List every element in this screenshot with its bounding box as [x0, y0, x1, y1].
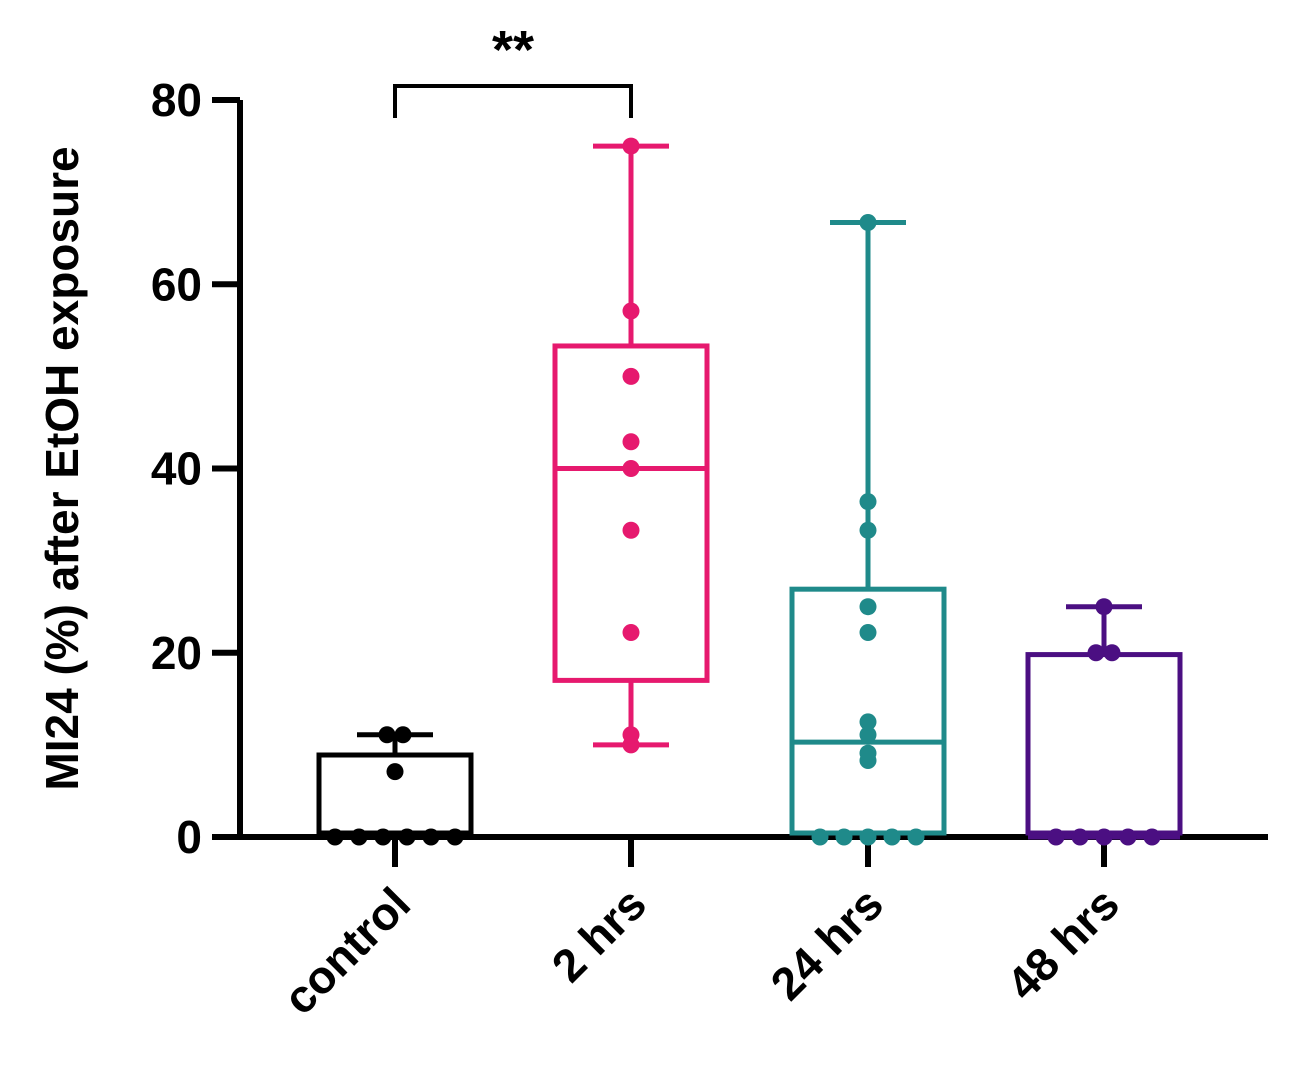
box — [316, 752, 474, 836]
box — [552, 343, 710, 683]
x-category-label: 48 hrs — [996, 877, 1129, 1010]
data-point — [622, 521, 640, 539]
data-point — [386, 763, 404, 781]
bracket-line — [393, 84, 633, 118]
data-point — [1095, 828, 1113, 846]
y-axis-title: MI24 (%) after EtOH exposure — [36, 146, 88, 790]
data-point — [446, 828, 464, 846]
data-point — [859, 828, 877, 846]
box — [1025, 652, 1183, 836]
y-axis: 0 20 40 60 80 — [151, 74, 243, 863]
data-point — [859, 521, 877, 539]
data-point — [1095, 598, 1113, 616]
x-category-label: control — [273, 877, 420, 1024]
data-point — [859, 744, 877, 762]
y-tick-label: 20 — [151, 627, 202, 679]
data-point — [622, 433, 640, 451]
data-point — [1119, 828, 1137, 846]
x-axis: control 2 hrs 24 hrs 48 hrs — [237, 834, 1268, 1024]
data-point — [622, 623, 640, 641]
data-point — [859, 713, 877, 731]
data-point — [398, 828, 416, 846]
y-tick-label: 80 — [151, 74, 202, 126]
box-group-24-hrs — [789, 214, 947, 846]
data-point — [859, 493, 877, 511]
box-group-control — [316, 726, 474, 846]
box-group-2-hrs — [552, 137, 710, 754]
data-point — [422, 828, 440, 846]
data-point — [1087, 644, 1105, 662]
data-point — [622, 460, 640, 477]
data-point — [1103, 644, 1121, 662]
data-point — [374, 828, 392, 846]
x-category-label: 2 hrs — [542, 877, 657, 992]
data-point — [622, 367, 640, 385]
y-tick-label: 0 — [176, 811, 202, 863]
data-point — [859, 726, 877, 744]
data-point — [378, 726, 396, 744]
data-point — [811, 828, 829, 846]
significance-annotations: ** — [393, 20, 633, 118]
significance-label: ** — [492, 20, 534, 80]
data-point — [859, 214, 877, 232]
data-point — [859, 623, 877, 641]
data-point — [1143, 828, 1161, 846]
data-point — [350, 828, 368, 846]
data-point — [907, 828, 925, 846]
x-category-label: 24 hrs — [760, 877, 893, 1010]
box-groups — [316, 137, 1183, 846]
significance-bracket: ** — [393, 20, 633, 118]
data-point — [622, 137, 640, 155]
data-point — [859, 598, 877, 616]
data-point — [1071, 828, 1089, 846]
data-point — [1047, 828, 1065, 846]
y-tick-label: 60 — [151, 258, 202, 310]
box-group-48-hrs — [1025, 598, 1183, 846]
y-tick-label: 40 — [151, 443, 202, 495]
data-point — [835, 828, 853, 846]
data-point — [622, 302, 640, 320]
data-point — [622, 726, 640, 744]
data-point — [394, 726, 412, 744]
data-point — [326, 828, 344, 846]
data-point — [883, 828, 901, 846]
